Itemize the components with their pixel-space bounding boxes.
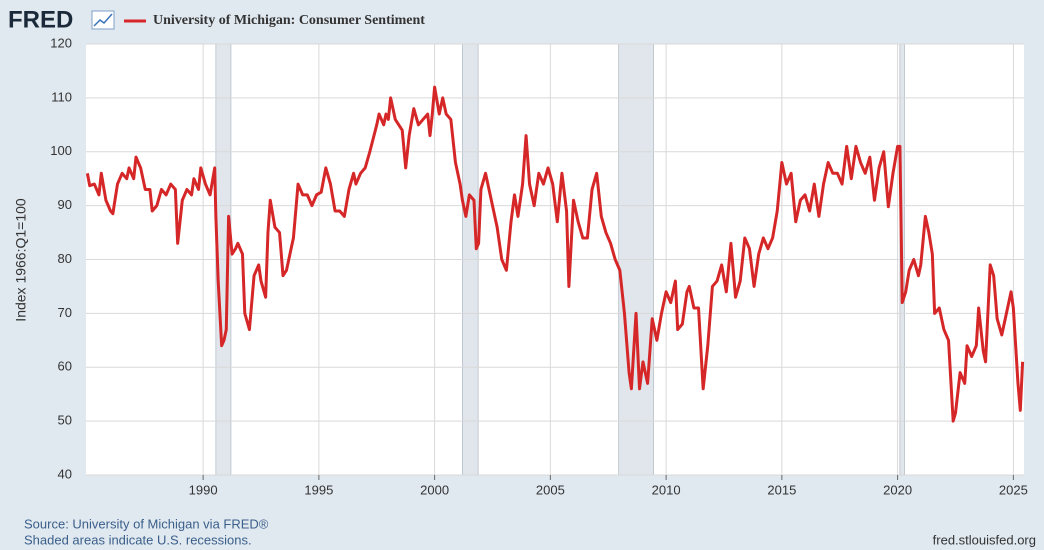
x-tick-label: 2010: [652, 482, 681, 497]
legend-label: University of Michigan: Consumer Sentime…: [153, 13, 425, 28]
y-tick-label: 100: [50, 143, 72, 158]
x-tick-label: 1995: [304, 482, 333, 497]
x-tick-label: 1990: [189, 482, 218, 497]
x-tick-label: 2005: [536, 482, 565, 497]
y-tick-label: 70: [58, 305, 72, 320]
note: Shaded areas indicate U.S. recessions.: [24, 532, 252, 547]
y-tick-label: 90: [58, 197, 72, 212]
y-tick-label: 60: [58, 359, 72, 374]
y-axis-label: Index 1966:Q1=100: [13, 198, 29, 322]
x-tick-label: 2015: [767, 482, 796, 497]
x-tick-label: 2000: [420, 482, 449, 497]
logo-icon: [91, 10, 115, 30]
source: Source: University of Michigan via FRED®: [24, 516, 269, 531]
y-tick-label: 50: [58, 413, 72, 428]
logo-icon-line: [93, 13, 113, 27]
x-tick-label: 2025: [999, 482, 1028, 497]
y-tick-label: 80: [58, 251, 72, 266]
y-tick-label: 120: [50, 35, 72, 50]
x-tick-label: 2020: [883, 482, 912, 497]
logo[interactable]: FRED: [8, 6, 73, 33]
site: fred.stlouisfed.org: [933, 532, 1036, 547]
series-line: [85, 85, 1025, 423]
y-tick-label: 110: [51, 89, 72, 104]
y-tick-label: 40: [58, 466, 72, 481]
